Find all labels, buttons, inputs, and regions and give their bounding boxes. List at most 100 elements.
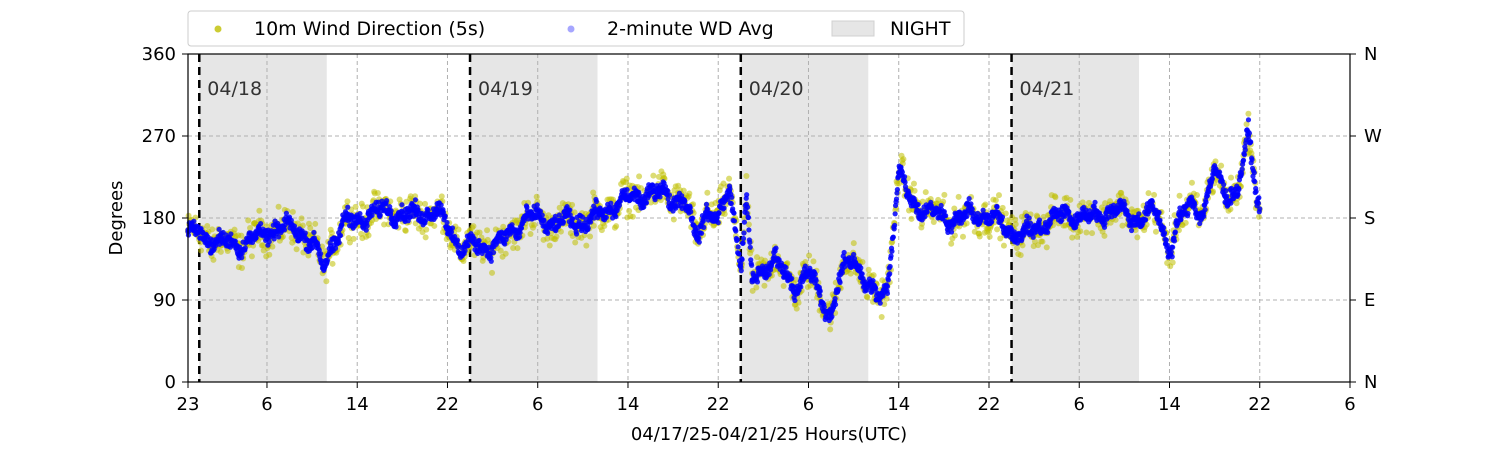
y-tick-label-left: 180	[142, 208, 176, 229]
data-point	[1126, 212, 1132, 219]
data-point	[798, 284, 804, 290]
series-avg	[185, 117, 1263, 324]
data-point	[1245, 117, 1252, 123]
data-point	[892, 202, 899, 209]
data-point	[346, 239, 353, 246]
x-tick-label: 6	[1344, 394, 1355, 415]
data-point	[593, 198, 599, 205]
data-point	[1193, 192, 1200, 199]
data-point	[228, 231, 234, 237]
data-point	[829, 313, 835, 320]
data-point	[603, 214, 609, 220]
day-marker-label: 04/21	[1020, 78, 1075, 100]
data-point	[517, 230, 523, 236]
data-point	[587, 233, 594, 240]
data-point	[431, 222, 438, 229]
y-axis-right: N E S W N	[1350, 44, 1382, 393]
data-point	[1246, 130, 1252, 136]
data-point	[399, 202, 405, 208]
data-point	[682, 198, 688, 204]
y-tick-label-right: N	[1364, 44, 1377, 65]
data-point	[870, 278, 876, 284]
data-point	[703, 201, 710, 207]
data-point	[943, 213, 949, 219]
data-point	[729, 194, 735, 200]
data-point	[992, 197, 999, 204]
data-point	[739, 256, 745, 263]
data-point	[802, 263, 808, 269]
data-point	[850, 240, 857, 247]
data-point	[877, 300, 883, 306]
data-point	[1122, 201, 1128, 207]
data-point	[902, 179, 908, 185]
data-point	[357, 211, 363, 217]
data-point	[587, 219, 594, 225]
data-point	[821, 304, 827, 310]
data-point	[283, 210, 289, 216]
data-point	[613, 214, 619, 220]
data-point	[590, 189, 597, 196]
data-point	[539, 212, 545, 218]
data-point	[680, 187, 687, 194]
data-point	[1209, 176, 1215, 182]
data-point	[1241, 151, 1248, 158]
x-tick-label: 22	[436, 394, 459, 415]
data-point	[832, 296, 838, 302]
data-point	[665, 188, 671, 194]
data-point	[557, 228, 564, 235]
data-point	[813, 278, 819, 284]
data-point	[721, 205, 727, 211]
data-point	[915, 201, 921, 208]
data-point	[462, 248, 468, 254]
x-tick-label: 6	[803, 394, 814, 415]
data-point	[657, 194, 663, 200]
data-point	[345, 204, 351, 210]
data-point	[1142, 217, 1149, 223]
data-point	[572, 239, 579, 246]
data-point	[455, 226, 462, 233]
data-point	[1157, 217, 1163, 223]
data-point	[518, 225, 525, 231]
data-point	[514, 245, 521, 252]
legend: 10m Wind Direction (5s) 2-minute WD Avg …	[187, 10, 965, 47]
data-point	[556, 204, 563, 211]
data-point	[650, 172, 657, 179]
data-point	[363, 227, 369, 233]
data-point	[509, 222, 515, 228]
data-point	[721, 210, 728, 217]
data-point	[748, 257, 754, 263]
data-point	[827, 326, 834, 333]
data-point	[312, 220, 319, 227]
data-point	[966, 196, 972, 202]
day-markers: 04/18 04/19 04/20 04/21	[198, 54, 1075, 382]
data-point	[873, 285, 879, 291]
data-point	[1239, 170, 1245, 176]
data-point	[1169, 259, 1176, 266]
y-tick-label-left: 360	[142, 44, 176, 65]
data-point	[686, 190, 693, 197]
data-point	[726, 175, 733, 182]
data-point	[388, 211, 394, 217]
data-point	[859, 271, 865, 277]
data-point	[1202, 207, 1208, 213]
data-point	[1019, 242, 1026, 249]
data-point	[887, 263, 893, 270]
data-point	[761, 282, 768, 289]
data-point	[484, 227, 491, 234]
data-point	[336, 240, 342, 246]
data-point	[665, 196, 671, 202]
data-point	[293, 246, 300, 253]
data-point	[740, 240, 746, 246]
data-point	[1062, 213, 1068, 219]
data-point	[969, 206, 975, 212]
data-point	[269, 243, 276, 250]
data-point	[1036, 217, 1043, 223]
data-point	[626, 207, 633, 214]
data-point	[759, 263, 766, 269]
data-point	[1182, 219, 1189, 226]
data-point	[1089, 230, 1096, 237]
y-tick-label-left: 90	[153, 290, 176, 311]
data-point	[533, 193, 540, 200]
data-point	[444, 219, 450, 226]
